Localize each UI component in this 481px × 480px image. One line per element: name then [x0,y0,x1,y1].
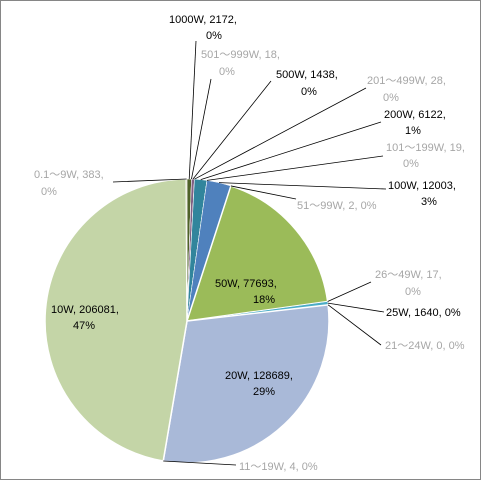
leader-line-51-99w-7 [230,185,297,200]
data-label-20w-12: 20W, 128689, 29% [225,370,293,398]
data-label-1000w-0: 1000W, 2172, 0% [169,14,237,42]
data-label-25w-10: 25W, 1640, 0% [386,307,461,319]
data-labels: 1000W, 2172, 0% 501～999W, 18, 0% 500W, 1438,… [34,14,465,473]
data-label-50w-8: 50W, 77693, 18% [215,278,277,306]
leader-line-500w-2 [192,80,272,180]
data-label-51-99w-7: 51～99W, 2, 0% [297,200,377,212]
leader-lines [112,40,387,466]
leader-line-200w-4 [200,121,382,181]
pie-slice-10w-14 [44,178,188,462]
data-label-0-1-9w-15: 0.1～9W, 383, 0% [34,169,104,198]
pie-slice-20w-12 [162,303,330,464]
leader-line-100w-6 [219,182,387,190]
leader-line-11-19w-13 [163,460,237,466]
leader-line-25w-10 [327,302,385,313]
leader-line-1000w-0 [188,40,197,180]
data-label-501-999w-1: 501～999W, 18, 0% [201,49,280,78]
data-label-26-49w-9: 26～49W, 17, 0% [375,269,442,298]
leader-line-21-24w-11 [327,304,382,346]
leader-line-101-199w-5 [206,155,384,181]
pie-slices [44,178,330,464]
data-label-21-24w-11: 21～24W, 0, 0% [385,340,465,352]
leader-line-201-499w-3 [194,87,367,180]
leader-line-501-999w-1 [191,78,212,180]
pie-slice-50w-8 [185,184,329,322]
data-label-201-499w-3: 201～499W, 28, 0% [367,75,446,104]
data-label-101-199w-5: 101～199W, 19, 0% [386,142,465,170]
data-label-500w-2: 500W, 1438, 0% [276,69,338,98]
data-label-10w-14: 10W, 206081, 47% [51,304,119,332]
data-label-200w-4: 200W, 6122, 1% [384,109,446,137]
leader-line-26-49w-9 [327,281,372,302]
data-label-100w-6: 100W, 12003, 3% [388,180,456,208]
leader-line-0-1-9w-15 [112,178,187,183]
data-label-11-19w-13: 11～19W, 4, 0% [239,461,318,473]
